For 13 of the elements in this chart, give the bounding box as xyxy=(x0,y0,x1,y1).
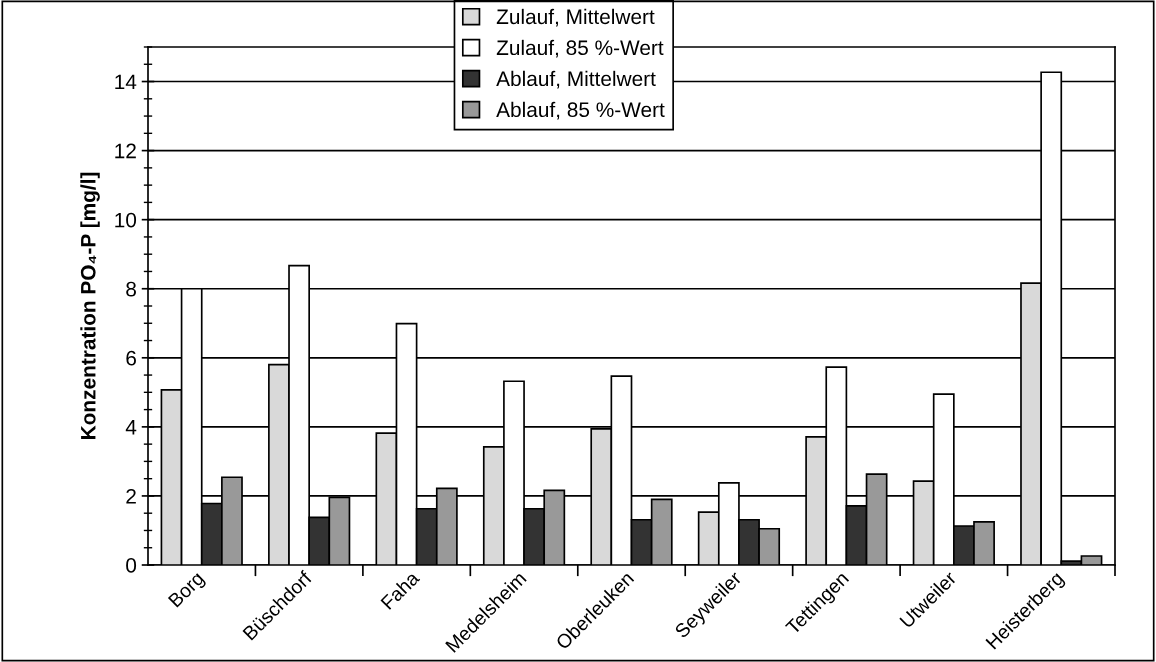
y-tick-label: 4 xyxy=(125,420,137,435)
y-tick-label: 14 xyxy=(115,74,137,90)
legend-label: Zulauf, 85 %-Wert xyxy=(496,39,664,58)
y-tick-label: 0 xyxy=(126,558,137,573)
legend-label: Ablauf, 85 %-Wert xyxy=(496,101,665,120)
y-axis-title: Konzentration PO₄-P [mg/l] xyxy=(80,172,100,440)
legend-label: Zulauf, Mittelwert xyxy=(496,8,655,27)
y-tick-label: 12 xyxy=(115,143,136,159)
y-tick-label: 8 xyxy=(126,281,136,297)
y-tick-label: 2 xyxy=(126,488,136,504)
y-tick-label: 10 xyxy=(115,212,137,228)
y-tick-label: 6 xyxy=(126,350,136,366)
legend-label: Ablauf, Mittelwert xyxy=(496,70,656,89)
